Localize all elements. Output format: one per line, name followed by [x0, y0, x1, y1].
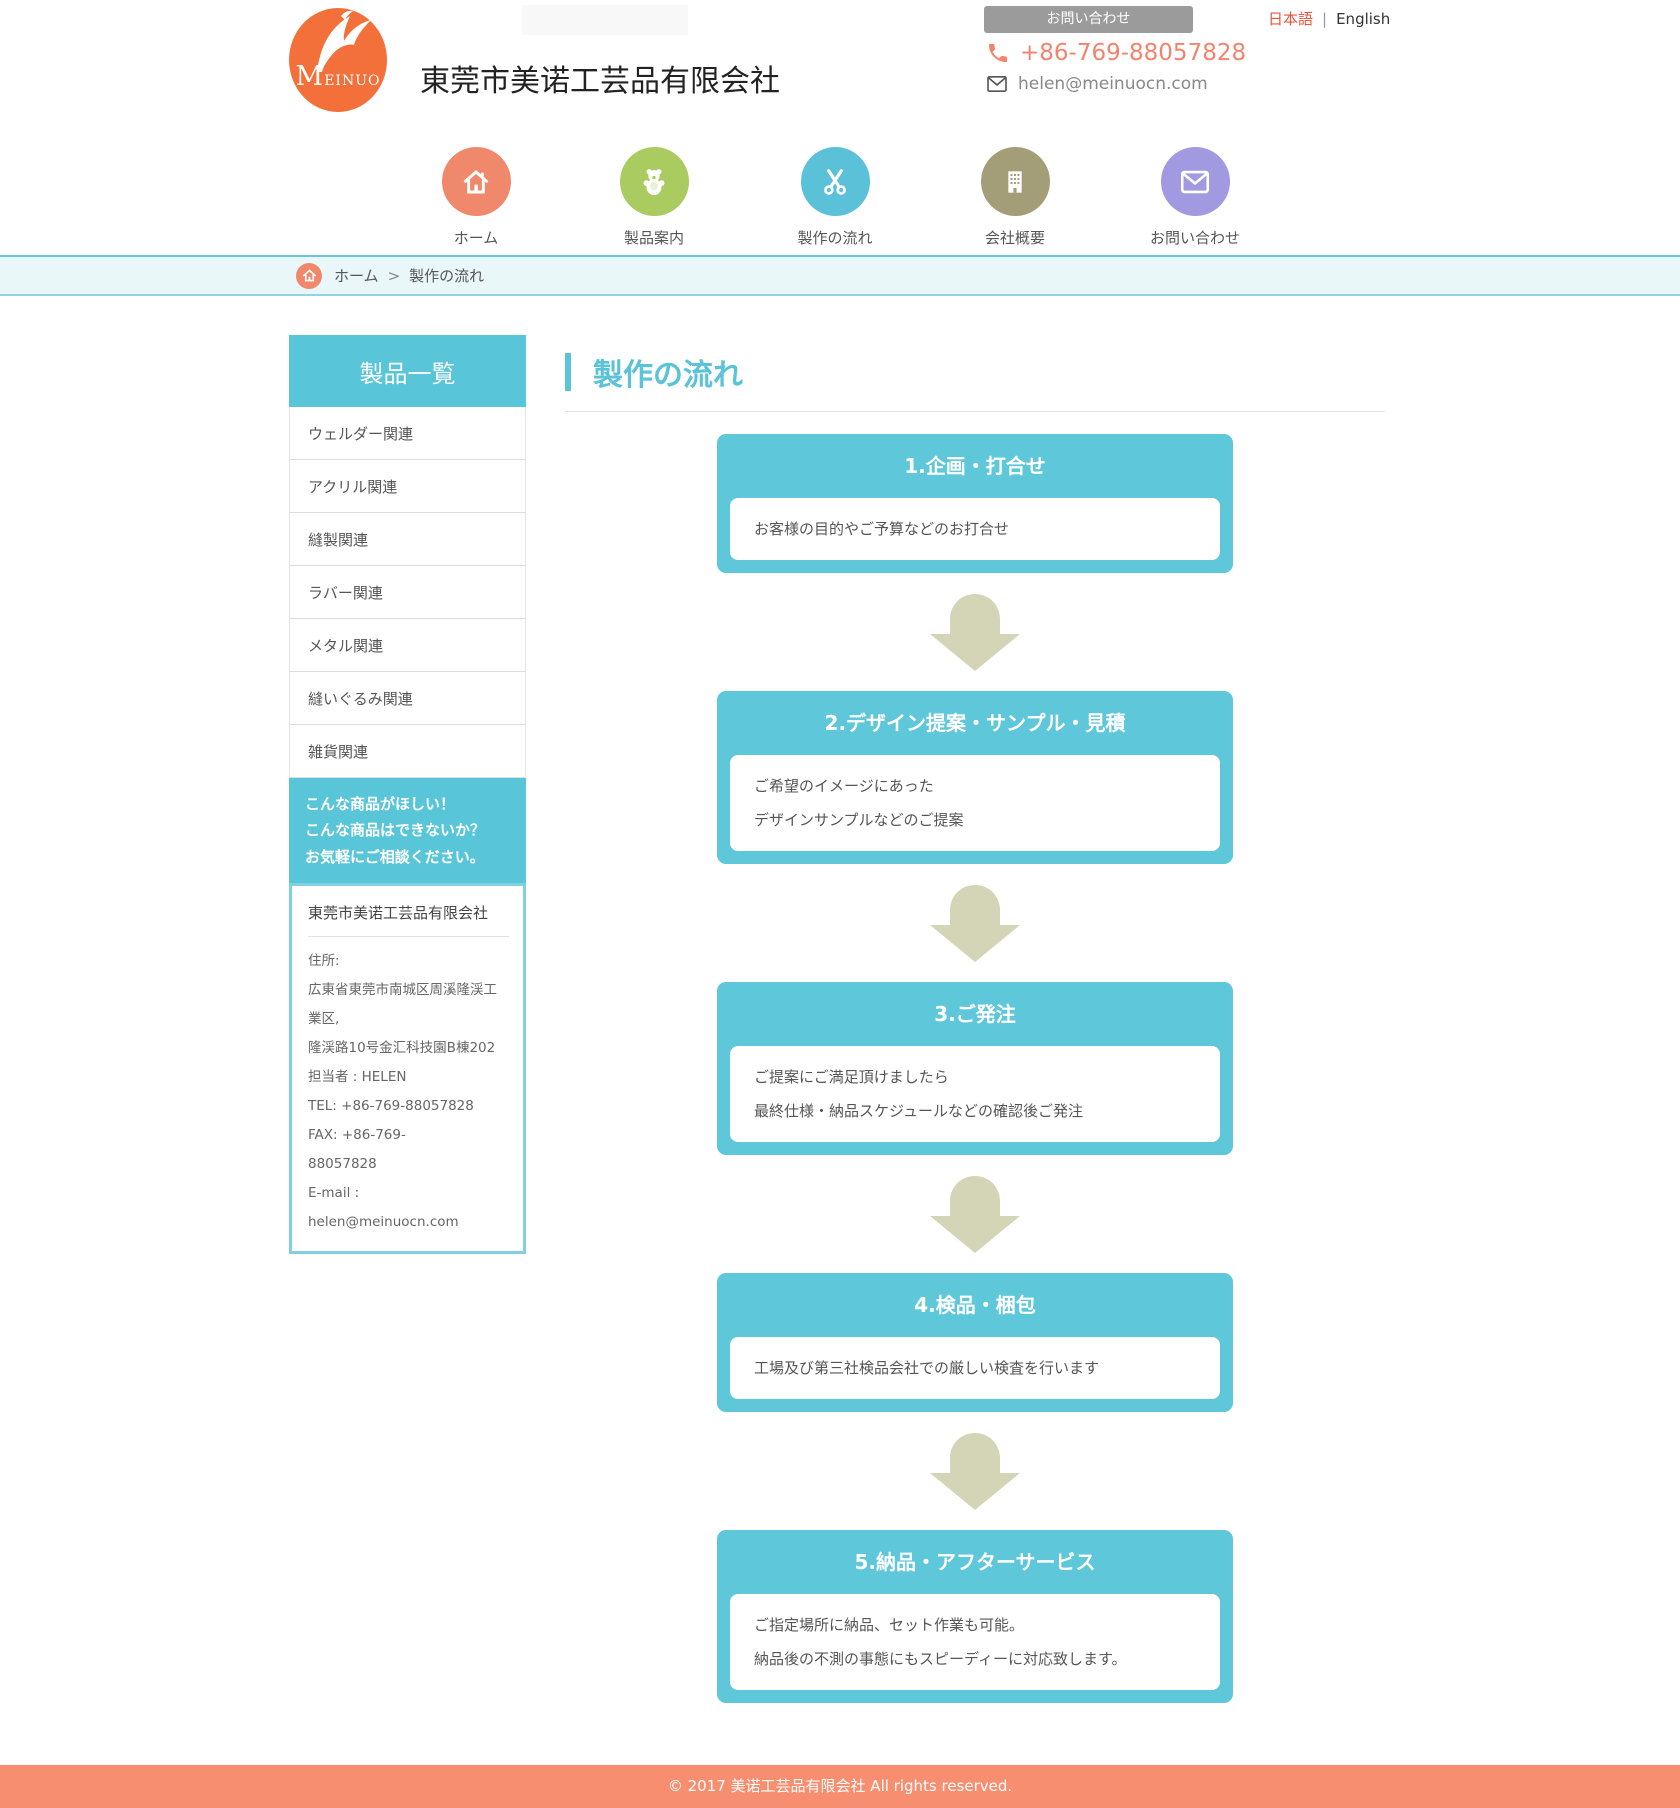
page-title-block: 製作の流れ: [565, 350, 1385, 394]
step-body: 工場及び第三社検品会社での厳しい検査を行います: [730, 1337, 1220, 1399]
step-line: デザインサンプルなどのご提案: [754, 811, 964, 829]
lang-divider: |: [1322, 10, 1328, 28]
breadcrumb-separator: >: [387, 266, 401, 285]
step-body: お客様の目的やご予算などのお打合せ: [730, 498, 1220, 560]
phone-icon: [989, 44, 1007, 62]
nav-item-products[interactable]: 製品案内: [579, 147, 729, 248]
main-nav: ホーム 製品案内: [0, 147, 1680, 255]
lang-english[interactable]: English: [1336, 10, 1391, 28]
main-column: 製作の流れ 1.企画・打合せ お客様の目的やご予算などのお打合せ 2.デザイン提…: [565, 350, 1385, 1703]
card-line: 広東省東莞市南城区周溪隆渓工業区,: [308, 981, 497, 1027]
step-title: 1.企画・打合せ: [904, 454, 1046, 478]
scissors-icon: [824, 168, 846, 195]
card-line: 住所:: [308, 952, 340, 969]
step-card-1: 1.企画・打合せ お客様の目的やご予算などのお打合せ: [717, 434, 1233, 573]
sidebar-item-sewing[interactable]: 縫製関連: [290, 513, 525, 566]
down-arrow-icon: [930, 594, 1020, 671]
breadcrumb-home[interactable]: ホーム: [334, 267, 379, 285]
step-line: ご指定場所に納品、セット作業も可能。: [754, 1616, 1025, 1634]
sidebar-item-rubber[interactable]: ラバー関連: [290, 566, 525, 619]
card-line: TEL: +86-769-88057828: [308, 1097, 474, 1114]
step-title: 3.ご発注: [934, 1002, 1016, 1026]
nav-item-flow[interactable]: 製作の流れ: [760, 147, 910, 248]
teddy-bear-icon: [643, 168, 665, 195]
card-line: 88057828: [308, 1155, 377, 1172]
phone-number: +86-769-88057828: [1020, 40, 1247, 66]
title-accent-bar: [565, 353, 571, 391]
nav-item-company[interactable]: 会社概要: [940, 147, 1090, 248]
step-card-2: 2.デザイン提案・サンプル・見積 ご希望のイメージにあった デザインサンプルなど…: [717, 691, 1233, 864]
step-line: お客様の目的やご予算などのお打合せ: [754, 520, 1010, 538]
down-arrow-icon: [930, 885, 1020, 962]
breadcrumb-current: 製作の流れ: [409, 267, 485, 285]
step-line: 工場及び第三社検品会社での厳しい検査を行います: [754, 1359, 1100, 1377]
contact-button[interactable]: お問い合わせ: [984, 6, 1193, 33]
step-body: ご提案にご満足頂けましたら 最終仕様・納品スケジュールなどの確認後ご発注: [730, 1046, 1220, 1142]
breadcrumb: ホーム > 製作の流れ: [0, 255, 1680, 296]
step-card-3: 3.ご発注 ご提案にご満足頂けましたら 最終仕様・納品スケジュールなどの確認後ご…: [717, 982, 1233, 1155]
sidebar: 製品一覧 ウェルダー関連 アクリル関連 縫製関連 ラバー関連 メタル関連 縫いぐ…: [289, 335, 526, 1254]
promo-line: こんな商品はできないか？: [305, 821, 486, 840]
sidebar-list: ウェルダー関連 アクリル関連 縫製関連 ラバー関連 メタル関連 縫いぐるみ関連 …: [289, 407, 526, 778]
building-icon: [1008, 170, 1022, 193]
nav-item-contact[interactable]: お問い合わせ: [1120, 147, 1270, 248]
company-info-card: 東莞市美诺工芸品有限会社 住所: 広東省東莞市南城区周溪隆渓工業区, 隆渓路10…: [289, 882, 526, 1254]
flow-steps: 1.企画・打合せ お客様の目的やご予算などのお打合せ 2.デザイン提案・サンプル…: [717, 434, 1233, 1703]
step-title: 4.検品・梱包: [914, 1293, 1036, 1317]
lang-japanese[interactable]: 日本語: [1268, 10, 1314, 28]
logo-wordmark: MEINUO: [295, 61, 381, 92]
copyright: © 2017 美诺工芸品有限会社 All rights reserved.: [667, 1777, 1013, 1795]
company-logo[interactable]: MEINUO: [289, 8, 387, 112]
sidebar-promo: こんな商品がほしい！ こんな商品はできないか？ お気軽にご相談ください。: [289, 778, 526, 883]
nav-item-home[interactable]: ホーム: [401, 147, 551, 248]
content: 製品一覧 ウェルダー関連 アクリル関連 縫製関連 ラバー関連 メタル関連 縫いぐ…: [0, 296, 1680, 1703]
header-blank-box: [522, 5, 688, 35]
card-company-name: 東莞市美诺工芸品有限会社: [308, 902, 509, 937]
step-line: ご提案にご満足頂けましたら: [754, 1068, 949, 1086]
step-card-5: 5.納品・アフターサービス ご指定場所に納品、セット作業も可能。 納品後の不測の…: [717, 1530, 1233, 1703]
card-line: FAX: +86-769-: [308, 1126, 406, 1143]
page-title: 製作の流れ: [593, 358, 743, 393]
company-name: 東莞市美诺工芸品有限会社: [420, 64, 780, 99]
step-body: ご希望のイメージにあった デザインサンプルなどのご提案: [730, 755, 1220, 851]
sidebar-item-plush[interactable]: 縫いぐるみ関連: [290, 672, 525, 725]
envelope-icon: [1180, 170, 1210, 193]
step-title: 5.納品・アフターサービス: [854, 1550, 1096, 1574]
step-line: 納品後の不測の事態にもスピーディーに対応致します。: [754, 1650, 1127, 1668]
header-email: helen@meinuocn.com: [986, 74, 1208, 94]
language-switcher: 日本語 | English: [1268, 8, 1390, 29]
sidebar-item-goods[interactable]: 雑貨関連: [290, 725, 525, 778]
sidebar-item-welder[interactable]: ウェルダー関連: [290, 407, 525, 460]
step-title: 2.デザイン提案・サンプル・見積: [824, 711, 1126, 735]
home-icon: [302, 269, 316, 282]
email-address: helen@meinuocn.com: [1018, 74, 1208, 94]
site-header: MEINUO 東莞市美诺工芸品有限会社 お問い合わせ 日本語 | English +…: [0, 0, 1680, 255]
sidebar-item-acrylic[interactable]: アクリル関連: [290, 460, 525, 513]
sidebar-title: 製品一覧: [289, 335, 526, 407]
promo-line: お気軽にご相談ください。: [305, 847, 485, 866]
home-icon: [463, 169, 489, 193]
step-card-4: 4.検品・梱包 工場及び第三社検品会社での厳しい検査を行います: [717, 1273, 1233, 1412]
step-line: 最終仕様・納品スケジュールなどの確認後ご発注: [754, 1102, 1083, 1120]
down-arrow-icon: [930, 1433, 1020, 1510]
card-line: 担当者 : HELEN: [308, 1068, 407, 1085]
card-line: E-mail : helen@meinuocn.com: [308, 1184, 459, 1230]
step-body: ご指定場所に納品、セット作業も可能。 納品後の不測の事態にもスピーディーに対応致…: [730, 1594, 1220, 1690]
header-phone: +86-769-88057828: [986, 40, 1246, 66]
title-divider: [565, 411, 1385, 412]
sidebar-item-metal[interactable]: メタル関連: [290, 619, 525, 672]
promo-line: こんな商品がほしい！: [305, 795, 456, 813]
breadcrumb-home-icon[interactable]: [296, 262, 322, 289]
step-line: ご希望のイメージにあった: [754, 777, 934, 795]
site-footer: © 2017 美诺工芸品有限会社 All rights reserved.: [0, 1765, 1680, 1808]
card-line: 隆渓路10号金汇科技園B棟202: [308, 1039, 496, 1056]
email-icon: [987, 75, 1007, 93]
down-arrow-icon: [930, 1176, 1020, 1253]
wing-icon: [317, 10, 371, 72]
